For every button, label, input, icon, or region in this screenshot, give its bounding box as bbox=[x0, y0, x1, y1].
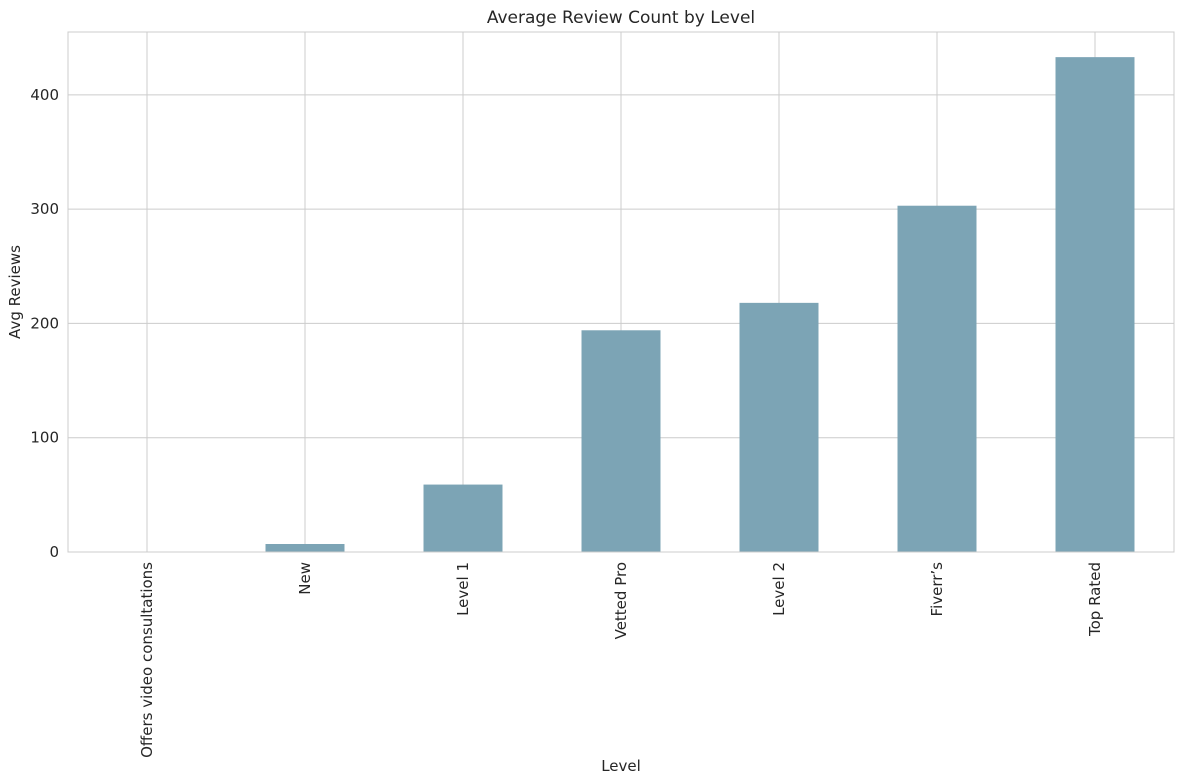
x-tick-label: Fiverr’s bbox=[928, 562, 946, 617]
bar bbox=[1055, 57, 1135, 553]
x-tick-label: Level 1 bbox=[454, 562, 472, 616]
x-axis-label: Level bbox=[601, 757, 641, 775]
y-tick-labels: 0 100 200 300 400 bbox=[30, 86, 59, 561]
x-tick-label: Vetted Pro bbox=[612, 562, 630, 639]
bar bbox=[581, 330, 661, 552]
x-tick-labels: Offers video consultations New Level 1 Vett… bbox=[138, 562, 1104, 758]
y-tick-label: 400 bbox=[30, 86, 59, 104]
x-tick-label: New bbox=[296, 562, 314, 595]
plot-frame bbox=[67, 31, 1175, 553]
y-axis-label: Avg Reviews bbox=[6, 245, 24, 339]
y-tick-label: 100 bbox=[30, 429, 59, 447]
bar bbox=[897, 205, 977, 552]
x-tick-label: Level 2 bbox=[770, 562, 788, 616]
bars bbox=[265, 57, 1135, 553]
y-tick-label: 0 bbox=[49, 543, 59, 561]
x-tick-label: Offers video consultations bbox=[138, 562, 156, 758]
y-tick-label: 300 bbox=[30, 200, 59, 218]
bar bbox=[423, 484, 503, 552]
bar bbox=[739, 302, 819, 552]
y-tick-label: 200 bbox=[30, 314, 59, 332]
chart-title: Average Review Count by Level bbox=[487, 8, 755, 28]
bar bbox=[265, 544, 345, 552]
x-tick-label: Top Rated bbox=[1086, 562, 1104, 637]
